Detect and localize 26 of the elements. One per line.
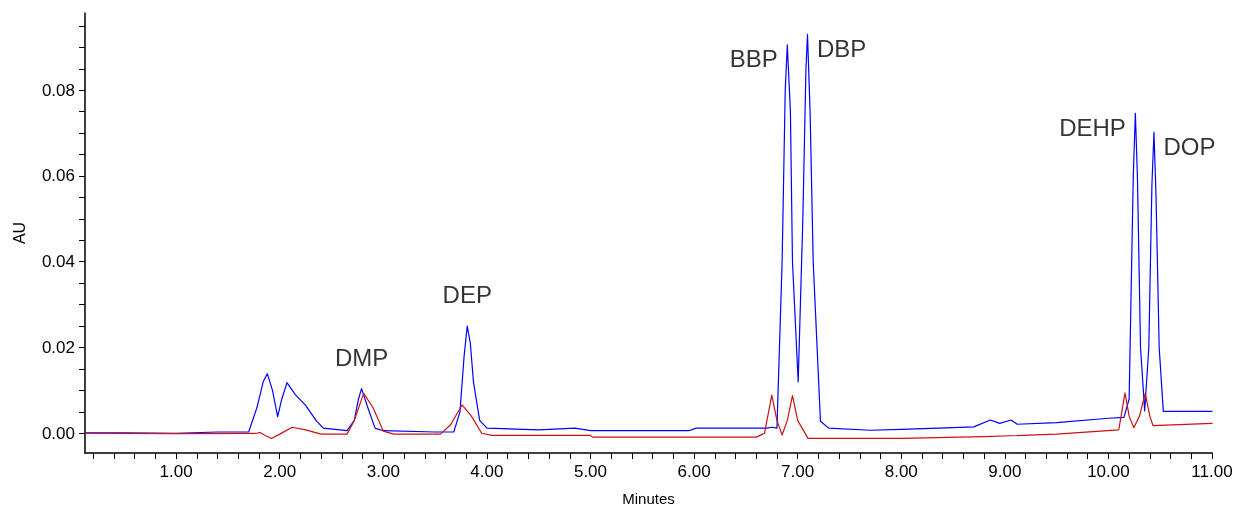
annotation: BBP xyxy=(729,45,778,73)
annotation: DOP xyxy=(1163,132,1216,160)
x-tick-label: 9.00 xyxy=(988,462,1022,481)
y-tick-label: 0.02 xyxy=(41,338,75,357)
x-tick-label: 3.00 xyxy=(366,462,400,481)
y-tick-label: 0.04 xyxy=(41,252,75,272)
x-tick-label: 8.00 xyxy=(884,462,918,481)
annotation: DMP xyxy=(334,343,389,371)
y-axis-title: AU xyxy=(10,221,28,245)
x-tick-label: 10.00 xyxy=(1087,462,1130,481)
x-tick-label: 7.00 xyxy=(781,462,815,481)
line-series xyxy=(84,33,1213,434)
x-tick-label: 4.00 xyxy=(470,462,504,481)
y-tick-label: 0.08 xyxy=(41,80,75,100)
x-tick-label: 5.00 xyxy=(573,462,608,481)
x-tick-label: 1.00 xyxy=(159,462,193,481)
annotation: DEHP xyxy=(1059,113,1126,141)
x-axis-title: Minutes xyxy=(622,490,675,507)
x-tick-label: 2.00 xyxy=(263,462,297,481)
x-tick-label: 6.00 xyxy=(677,462,711,481)
line-series xyxy=(84,392,1213,440)
annotation: DEP xyxy=(442,281,492,309)
annotation: DBP xyxy=(817,34,867,62)
x-tick-label: 11.00 xyxy=(1191,462,1233,481)
y-tick-label: 0.00 xyxy=(41,423,75,443)
y-tick-label: 0.06 xyxy=(41,166,75,186)
